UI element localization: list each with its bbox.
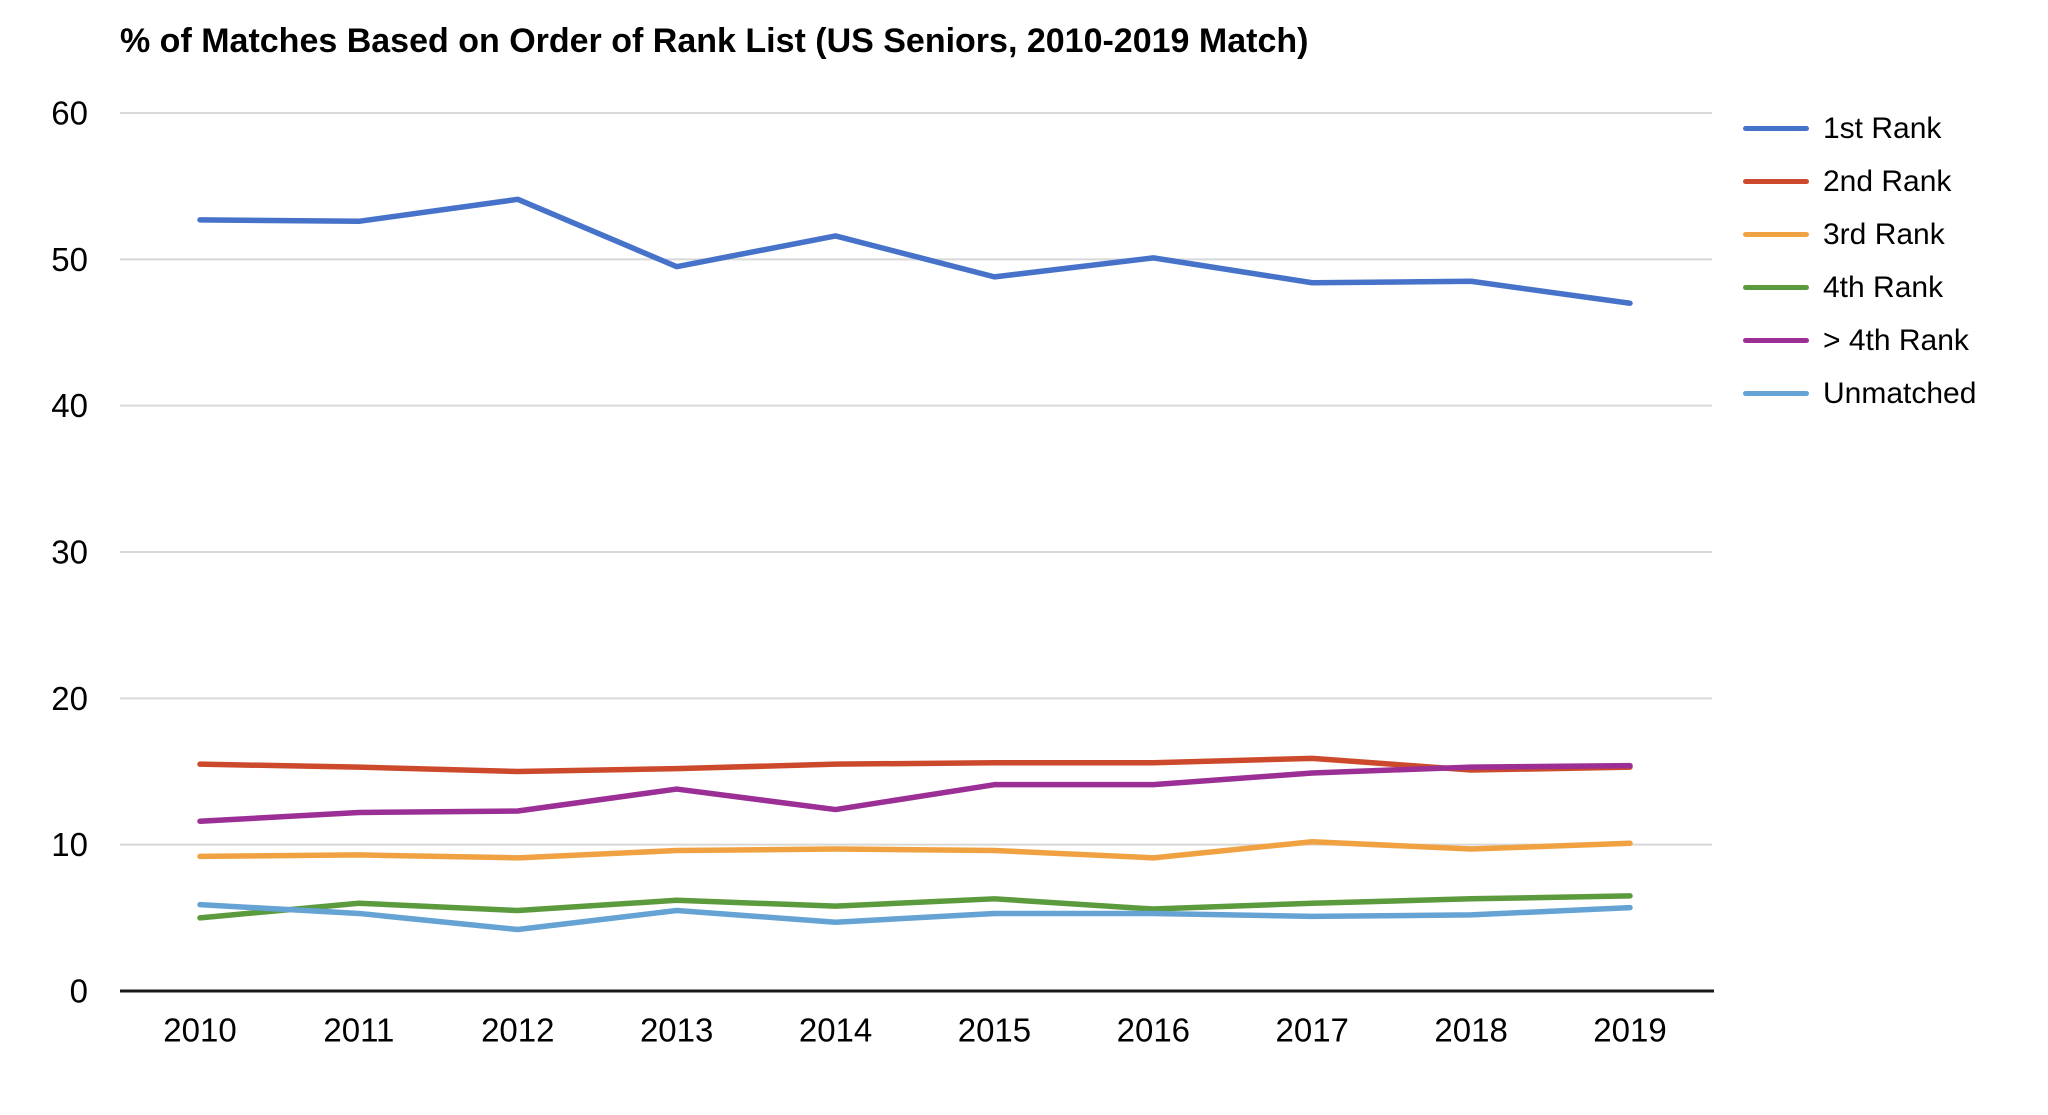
y-tick-label-30: 30 xyxy=(51,534,88,571)
y-tick-label-50: 50 xyxy=(51,241,88,278)
chart-legend: 1st Rank 2nd Rank 3rd Rank 4th Rank > 4th Ra… xyxy=(1743,102,1976,420)
legend-label-1st-rank: 1st Rank xyxy=(1823,111,1942,145)
y-tick-label-60: 60 xyxy=(51,95,88,132)
x-tick-label-2015: 2015 xyxy=(958,1012,1031,1049)
x-tick-label-2010: 2010 xyxy=(163,1012,236,1049)
legend-swatch-3rd-rank xyxy=(1743,232,1809,237)
chart-title: % of Matches Based on Order of Rank List… xyxy=(120,22,1309,60)
legend-label-3rd-rank: 3rd Rank xyxy=(1823,217,1945,251)
legend-item-1st-rank: 1st Rank xyxy=(1743,102,1976,155)
y-tick-label-40: 40 xyxy=(51,387,88,424)
series-line-4th-rank xyxy=(197,893,1633,921)
legend-swatch-2nd-rank xyxy=(1743,179,1809,184)
legend-item-3rd-rank: 3rd Rank xyxy=(1743,208,1976,261)
x-tick-label-2016: 2016 xyxy=(1117,1012,1190,1049)
x-tick-label-2018: 2018 xyxy=(1434,1012,1507,1049)
legend-swatch-4th-rank xyxy=(1743,285,1809,290)
legend-item-2nd-rank: 2nd Rank xyxy=(1743,155,1976,208)
legend-label-2nd-rank: 2nd Rank xyxy=(1823,164,1952,198)
legend-swatch-unmatched xyxy=(1743,391,1809,396)
y-tick-label-10: 10 xyxy=(51,826,88,863)
y-tick-label-0: 0 xyxy=(70,973,88,1010)
legend-swatch-gt-4th-rank xyxy=(1743,338,1809,343)
series-line-2nd-rank xyxy=(197,755,1633,775)
series-line-gt-4th-rank xyxy=(197,762,1633,825)
legend-item-4th-rank: 4th Rank xyxy=(1743,261,1976,314)
legend-label-gt-4th-rank: > 4th Rank xyxy=(1823,323,1969,357)
legend-label-4th-rank: 4th Rank xyxy=(1823,270,1944,304)
x-tick-label-2011: 2011 xyxy=(323,1012,394,1049)
legend-label-unmatched: Unmatched xyxy=(1823,376,1977,410)
legend-item-gt-4th-rank: > 4th Rank xyxy=(1743,314,1976,367)
y-tick-label-20: 20 xyxy=(51,680,88,717)
x-tick-label-2012: 2012 xyxy=(481,1012,554,1049)
legend-item-unmatched: Unmatched xyxy=(1743,367,1976,420)
x-tick-label-2013: 2013 xyxy=(640,1012,713,1049)
x-tick-label-2014: 2014 xyxy=(799,1012,872,1049)
x-tick-label-2017: 2017 xyxy=(1276,1012,1349,1049)
x-tick-label-2019: 2019 xyxy=(1593,1012,1666,1049)
series-line-1st-rank xyxy=(197,196,1633,306)
series-line-3rd-rank xyxy=(197,838,1633,861)
series-line-unmatched xyxy=(197,901,1633,933)
legend-swatch-1st-rank xyxy=(1743,126,1809,131)
